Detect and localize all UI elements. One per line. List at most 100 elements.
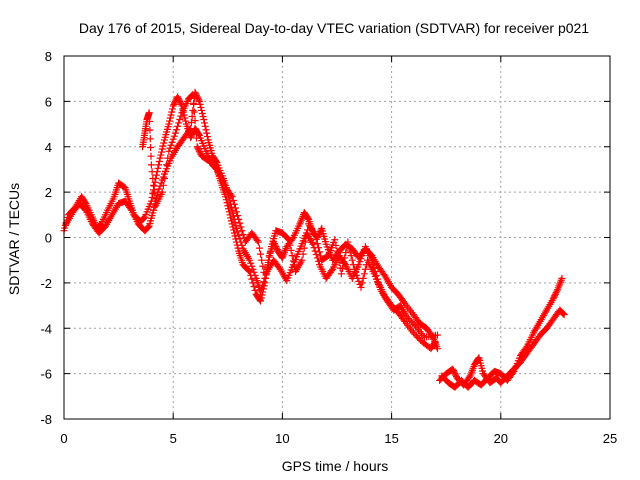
data-point bbox=[266, 248, 274, 256]
data-point bbox=[299, 250, 307, 258]
data-point bbox=[190, 99, 198, 107]
data-point bbox=[234, 244, 242, 252]
data-point bbox=[233, 224, 241, 232]
data-point bbox=[314, 257, 322, 265]
data-point bbox=[335, 258, 343, 266]
data-point bbox=[451, 370, 459, 378]
data-point bbox=[289, 257, 297, 265]
data-point bbox=[452, 371, 460, 379]
data-point bbox=[332, 241, 340, 249]
y-tick-label: -4 bbox=[40, 321, 52, 336]
data-point bbox=[449, 367, 457, 375]
data-point bbox=[250, 268, 258, 276]
data-point bbox=[311, 231, 319, 239]
data-point bbox=[302, 232, 310, 240]
data-point bbox=[235, 231, 243, 239]
data-point bbox=[234, 212, 242, 220]
data-point bbox=[174, 93, 182, 101]
data-point bbox=[195, 96, 203, 104]
data-point bbox=[300, 244, 308, 252]
data-point bbox=[337, 270, 345, 278]
data-point bbox=[233, 208, 241, 216]
data-point bbox=[250, 283, 258, 291]
data-point bbox=[360, 270, 368, 278]
data-point bbox=[350, 265, 358, 273]
x-tick-label: 25 bbox=[603, 431, 617, 446]
data-point bbox=[251, 286, 259, 294]
series-track-E bbox=[438, 274, 566, 391]
data-point bbox=[147, 161, 155, 169]
data-point bbox=[345, 243, 353, 251]
data-point bbox=[338, 265, 346, 273]
data-point bbox=[559, 310, 567, 318]
y-tick-label: 6 bbox=[45, 94, 52, 109]
data-point bbox=[334, 253, 342, 261]
data-point bbox=[509, 369, 517, 377]
data-point bbox=[176, 97, 184, 105]
data-point bbox=[162, 168, 170, 176]
data-point bbox=[333, 247, 341, 255]
data-point bbox=[358, 252, 366, 260]
data-point bbox=[165, 120, 173, 128]
data-point bbox=[181, 114, 189, 122]
data-point bbox=[158, 188, 166, 196]
data-point bbox=[174, 94, 182, 102]
data-point bbox=[230, 200, 238, 208]
data-point bbox=[552, 289, 560, 297]
data-point bbox=[216, 171, 224, 179]
data-point bbox=[159, 142, 167, 150]
data-point bbox=[247, 259, 255, 267]
data-point bbox=[188, 91, 196, 99]
y-tick-label: -2 bbox=[40, 276, 52, 291]
data-point bbox=[146, 126, 154, 134]
data-point bbox=[193, 93, 201, 101]
data-point bbox=[264, 258, 272, 266]
data-point bbox=[349, 261, 357, 269]
data-point bbox=[450, 368, 458, 376]
data-point bbox=[431, 339, 439, 347]
data-point bbox=[156, 182, 164, 190]
data-point bbox=[249, 265, 257, 273]
data-point bbox=[219, 178, 227, 186]
data-point bbox=[228, 193, 236, 201]
data-point bbox=[226, 197, 234, 205]
data-point bbox=[317, 226, 325, 234]
y-tick-label: 2 bbox=[45, 185, 52, 200]
data-point bbox=[177, 100, 185, 108]
data-point bbox=[261, 274, 269, 282]
data-point bbox=[170, 100, 178, 108]
data-point bbox=[341, 254, 349, 262]
data-point bbox=[315, 230, 323, 238]
data-point bbox=[166, 114, 174, 122]
data-point bbox=[237, 223, 245, 231]
y-tick-label: -8 bbox=[40, 412, 52, 427]
data-point bbox=[152, 171, 160, 179]
data-point bbox=[212, 157, 220, 165]
data-point bbox=[328, 267, 336, 275]
data-point bbox=[312, 235, 320, 243]
data-point bbox=[175, 96, 183, 104]
data-point bbox=[259, 262, 267, 270]
data-point bbox=[257, 288, 265, 296]
data-point bbox=[217, 175, 225, 183]
data-point bbox=[522, 344, 530, 352]
data-point bbox=[166, 117, 174, 125]
data-point bbox=[348, 256, 356, 264]
data-point bbox=[230, 229, 238, 237]
series-track-A bbox=[60, 93, 441, 353]
data-point bbox=[258, 256, 266, 264]
data-point bbox=[254, 238, 262, 246]
data-point bbox=[433, 331, 441, 339]
data-point bbox=[187, 92, 195, 100]
data-point bbox=[311, 247, 319, 255]
data-point bbox=[201, 119, 209, 127]
data-point bbox=[553, 287, 561, 295]
data-point bbox=[258, 291, 266, 299]
data-point bbox=[175, 119, 183, 127]
y-tick-label: 4 bbox=[45, 140, 52, 155]
data-point bbox=[171, 129, 179, 137]
data-point bbox=[257, 250, 265, 258]
data-point bbox=[288, 252, 296, 260]
series-track-B bbox=[62, 88, 439, 353]
data-point bbox=[145, 109, 153, 117]
